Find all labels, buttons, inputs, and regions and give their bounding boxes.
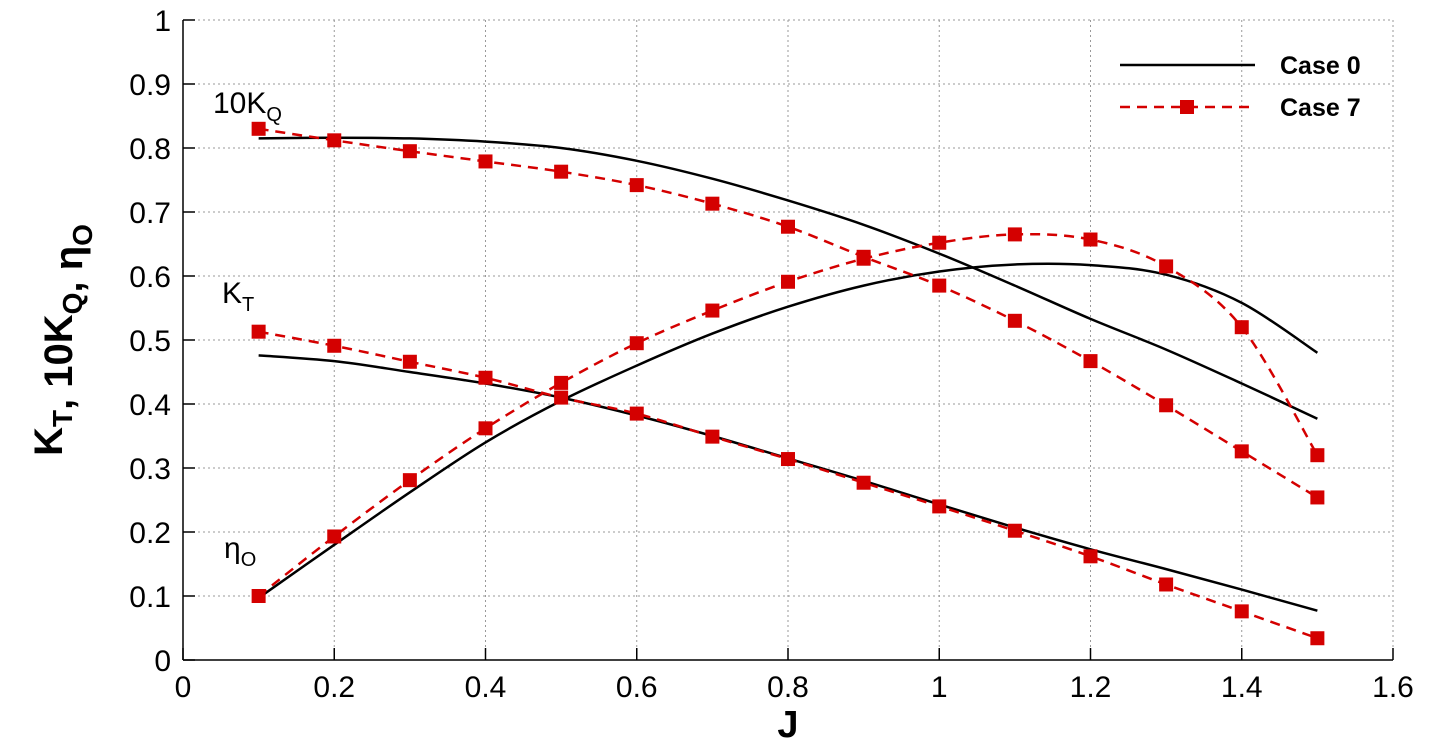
y-tick-label: 0 (154, 645, 171, 678)
y-axis-label: KT, 10KQ, ηO (27, 224, 98, 456)
marker (781, 274, 795, 289)
marker (856, 475, 871, 490)
marker (554, 164, 569, 179)
curve-label: ηO (224, 532, 256, 571)
marker (1310, 448, 1325, 463)
marker (1083, 232, 1098, 247)
y-tick-label: 0.3 (129, 453, 171, 486)
marker (705, 303, 720, 318)
marker (1159, 259, 1174, 274)
marker (705, 196, 720, 211)
series-line (257, 262, 1319, 599)
series-line (258, 330, 1318, 640)
legend-label: Case 7 (1280, 94, 1361, 122)
x-tick-label: 1.4 (1221, 671, 1263, 704)
marker (1234, 320, 1249, 335)
legend-marker (1180, 100, 1194, 114)
y-tick-label: 0.6 (129, 261, 171, 294)
x-tick-label: 0 (175, 671, 192, 704)
x-tick-label: 0.6 (616, 671, 658, 704)
curve-label-sub: O (241, 549, 257, 571)
y-tick-label: 0.5 (129, 325, 171, 358)
marker (478, 370, 493, 385)
marker (327, 529, 342, 544)
y-axis-label-part: , η (47, 246, 91, 293)
marker (251, 589, 266, 603)
x-tick-label: 0.8 (767, 671, 809, 704)
marker (1310, 631, 1325, 646)
marker (251, 324, 266, 339)
marker (402, 354, 417, 369)
marker (402, 144, 417, 159)
marker (1159, 577, 1174, 592)
x-tick-label: 1.2 (1070, 671, 1112, 704)
marker (1234, 444, 1249, 459)
marker (554, 390, 569, 405)
marker (1007, 313, 1022, 328)
marker (629, 178, 644, 193)
curve-label-main: K (222, 277, 242, 310)
marker (1310, 490, 1325, 505)
series-line (258, 127, 1319, 499)
legend-label: Case 0 (1280, 52, 1361, 80)
marker (1083, 354, 1098, 369)
curve-label: KT (222, 277, 254, 316)
y-axis-label-sub: O (67, 224, 98, 246)
y-tick-label: 0.1 (129, 581, 171, 614)
marker (1007, 227, 1022, 242)
x-tick-label: 0.2 (313, 671, 355, 704)
y-tick-label: 0.8 (129, 133, 171, 166)
marker (1007, 523, 1022, 538)
curve-label-main: η (224, 532, 241, 565)
y-tick-label: 0.7 (129, 197, 171, 230)
y-tick-label: 0.9 (129, 69, 171, 102)
y-axis-label-part: K (27, 427, 71, 456)
marker (629, 336, 644, 351)
series-line (258, 354, 1318, 612)
y-tick-label: 0.4 (129, 389, 171, 422)
curve-label: 10KQ (213, 87, 282, 126)
marker (1159, 398, 1174, 413)
x-axis-label: J (777, 704, 798, 743)
curve-label-main: 10K (213, 87, 266, 120)
y-axis-label-part: , 10K (37, 314, 81, 410)
y-tick-label: 1 (154, 5, 171, 38)
marker (251, 121, 266, 136)
marker (327, 338, 342, 353)
x-tick-label: 0.4 (465, 671, 507, 704)
marker (781, 219, 795, 234)
marker (478, 154, 493, 169)
marker (402, 473, 417, 488)
marker (856, 251, 871, 266)
x-tick-label: 1.6 (1372, 671, 1414, 704)
series-line (258, 136, 1318, 420)
marker (478, 421, 493, 436)
marker (932, 278, 947, 293)
marker (1083, 549, 1098, 564)
marker (629, 406, 644, 421)
marker (705, 429, 720, 444)
curve-label-sub: T (242, 294, 254, 316)
marker (781, 452, 795, 467)
y-tick-label: 0.2 (129, 517, 171, 550)
marker (932, 499, 947, 514)
y-axis-label-sub: Q (57, 293, 88, 315)
curve-label-sub: Q (266, 104, 282, 126)
marker (932, 235, 947, 250)
y-axis-label-sub: T (47, 410, 78, 427)
x-tick-label: 1 (931, 671, 948, 704)
marker (327, 133, 342, 148)
marker (1234, 604, 1249, 619)
marker (554, 375, 569, 390)
